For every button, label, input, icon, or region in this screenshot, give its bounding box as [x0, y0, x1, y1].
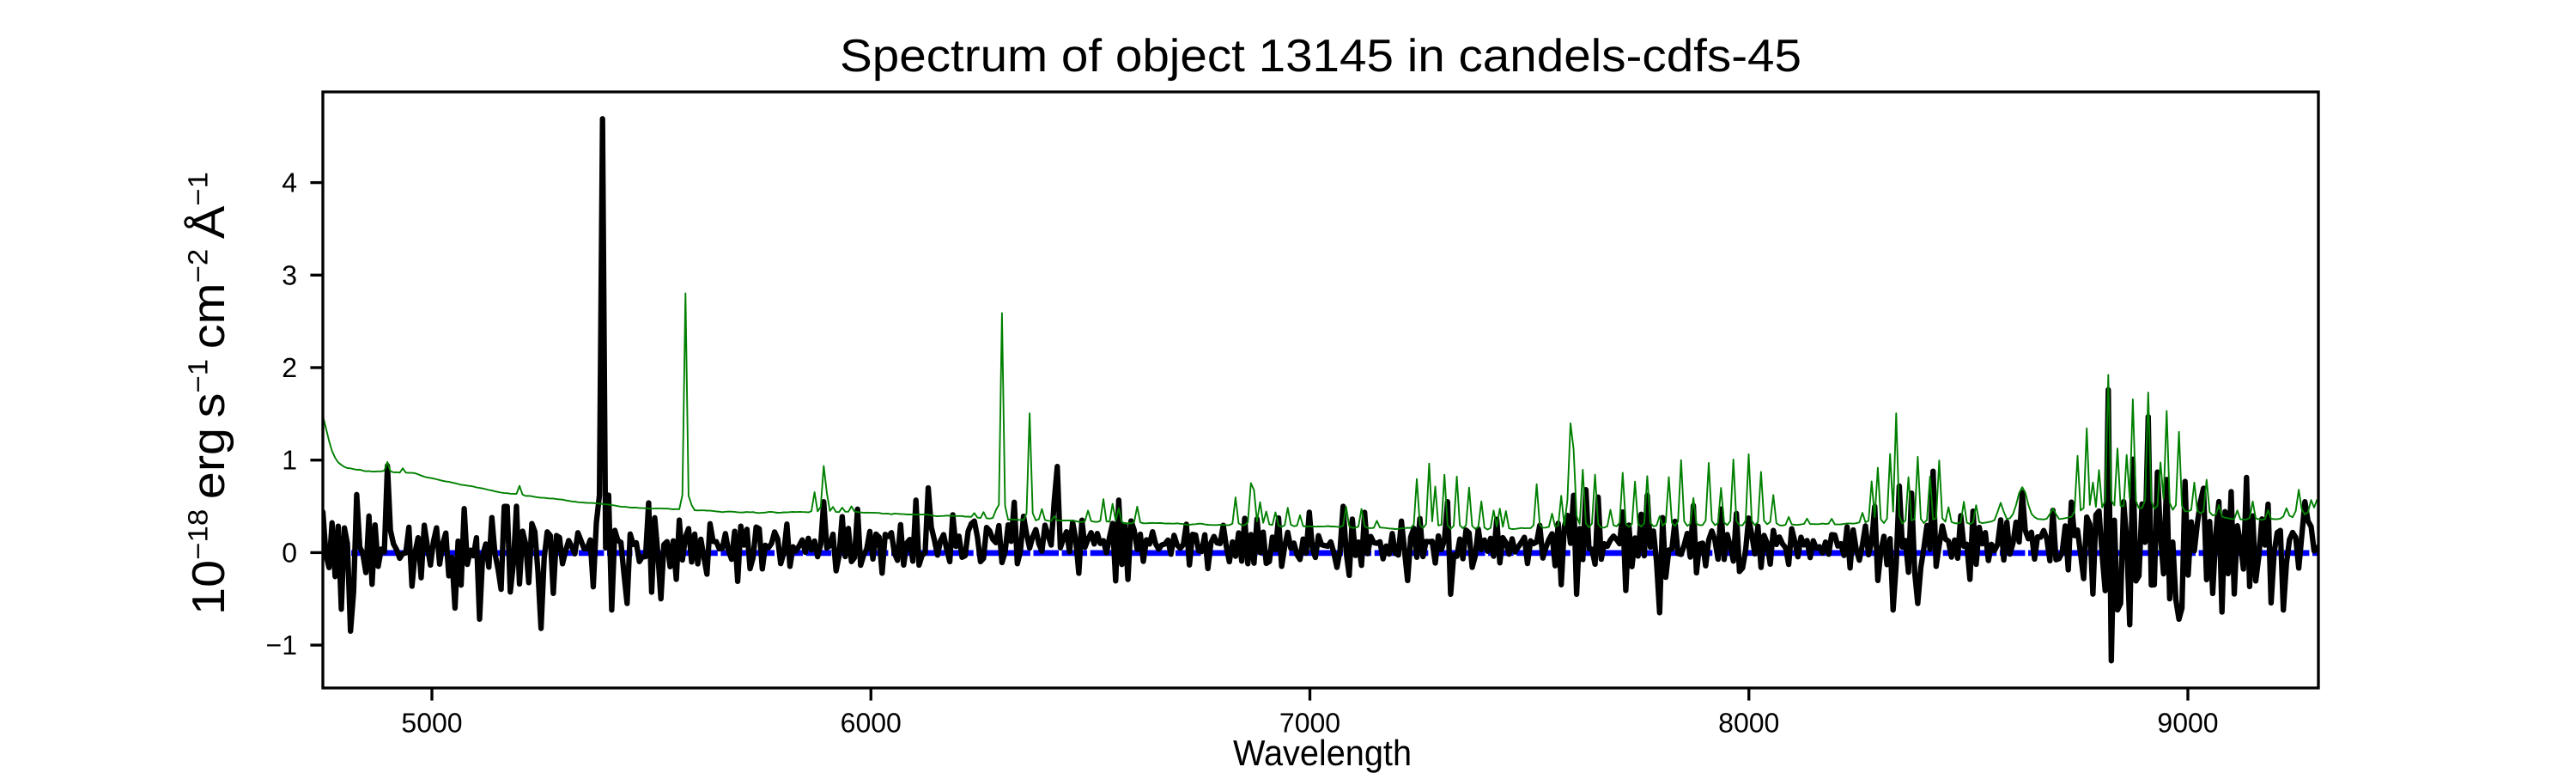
- svg-text:5000: 5000: [401, 707, 462, 738]
- svg-text:−1: −1: [266, 630, 297, 660]
- svg-text:8000: 8000: [1718, 707, 1779, 738]
- svg-text:Spectrum of object 13145 in ca: Spectrum of object 13145 in candels-cdfs…: [840, 31, 1801, 82]
- svg-text:2: 2: [282, 352, 297, 383]
- svg-text:4: 4: [282, 167, 297, 198]
- svg-text:1: 1: [282, 445, 297, 476]
- svg-text:6000: 6000: [841, 707, 902, 738]
- svg-text:0: 0: [282, 537, 297, 568]
- svg-text:10−18 erg s−1 cm−2 Å−1: 10−18 erg s−1 cm−2 Å−1: [183, 172, 235, 615]
- svg-text:3: 3: [282, 259, 297, 290]
- svg-text:9000: 9000: [2157, 707, 2218, 738]
- svg-text:Wavelength: Wavelength: [1233, 733, 1412, 773]
- svg-text:7000: 7000: [1279, 707, 1340, 738]
